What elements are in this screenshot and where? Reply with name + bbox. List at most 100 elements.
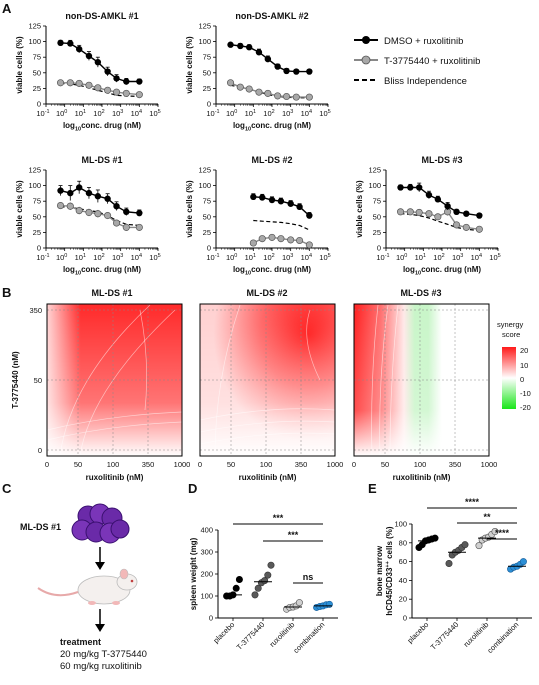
x-tick-label: 102 [433,253,444,262]
y-tick-label: 125 [198,22,211,31]
heatmap-3-title: ML-DS #3 [400,288,441,298]
y-tick-label: 125 [28,166,41,175]
heatmap-1-frame [46,303,183,457]
point-t37 [56,202,65,210]
legend-dmso-label: DMSO + ruxolitinib [384,36,463,47]
x-tick-label: 105 [149,253,160,262]
point-dmso [264,55,272,63]
x-axis-label-suffix: conc. drug (nM) [251,121,311,130]
x-axis-label-sub: 10 [415,271,421,277]
chart-title: ML-DS #2 [251,155,292,165]
bone-marrow-plot: 0 20 40 60 80 100 bone marrow hCD45/CD33++ cell… [375,497,532,655]
colorbar-tick-0: 0 [520,375,524,384]
y-tick-label: 100 [28,181,41,190]
x-tick-base: 10 [75,109,83,118]
x-tick-base: 10 [226,109,234,118]
y-tick-label: 300 [200,548,213,557]
heatmap-2-title: ML-DS #2 [246,288,287,298]
arrow-2-head [95,624,105,632]
x-axis-label: log10conc. drug (nM) [63,265,141,277]
data-point [431,534,439,542]
heatmap-x-tick: 0 [198,460,202,469]
x-axis-label-prefix: log [233,265,245,274]
point-dmso [123,208,130,216]
heatmap-x-tick: 1000 [327,460,344,469]
point-dmso [94,193,102,200]
x-tick-label: 101 [245,109,256,118]
x-tick-base: 10 [131,253,139,262]
point-dmso [75,184,83,191]
x-tick-label: 103 [282,253,293,262]
y-axis-label-line-2: hCD45/CD33++ cells (%) [385,526,394,615]
heatmap-2: ML-DS #2 [199,288,336,457]
x-tick-base: 10 [452,253,460,262]
x-tick-base: 10 [226,253,234,262]
x-tick-base: 10 [56,253,64,262]
point-t37 [56,79,65,87]
point-t37 [434,213,442,221]
x-category-label: T-3775440 [429,620,461,652]
y-axis-label-line-1: bone marrow [375,545,384,596]
data-point [491,528,499,536]
heatmap-y-tick: 50 [34,376,42,385]
heatmap-3: ML-DS #3 [353,288,490,457]
x-tick-label: 101 [75,253,86,262]
x-tick-label: 100 [56,109,67,118]
point-dmso [250,193,257,201]
y-tick-label: 100 [198,181,211,190]
point-dmso [259,194,266,201]
x-tick-base: 10 [282,253,290,262]
point-t37 [425,210,433,218]
x-tick-base: 10 [112,253,120,262]
x-category-label: placebo [211,620,236,645]
y-tick-label: 25 [373,228,381,237]
point-dmso [434,196,442,203]
x-tick-base: 10 [396,253,404,262]
x-tick-exp: 4 [309,109,312,115]
x-tick-label: 105 [319,109,330,118]
x-tick-exp: 0 [404,253,407,259]
point-dmso [245,44,253,51]
x-tick-base: 10 [415,253,423,262]
x-tick-label: 102 [263,253,274,262]
y-tick-label: 100 [368,181,381,190]
mouse-illustration [37,568,138,605]
heatmap-y-label: T-3775440 (nM) [11,351,20,409]
point-t37 [104,86,112,94]
y-tick-label: 50 [33,68,41,77]
data-point [475,542,483,550]
point-dmso [407,184,414,191]
cells-label: ML-DS #1 [20,522,61,532]
heatmap-x-label: ruxolitinib (nM) [239,473,297,482]
x-tick-exp: 2 [272,253,275,259]
heatmap-y-tick: 350 [29,306,42,315]
x-tick-exp: -1 [215,109,220,115]
data-point [267,561,275,569]
y-tick-label: 80 [399,538,407,547]
panel-label-a: A [2,1,12,16]
y-tick-label: 75 [33,197,41,206]
x-tick-label: 102 [263,109,274,118]
point-dmso [425,191,433,199]
x-tick-label: 104 [131,109,142,118]
point-t37 [245,85,253,93]
point-t37 [292,93,300,101]
data-point [254,584,262,592]
x-category-label: ruxolitinib [462,620,491,649]
treatment-title: treatment [60,637,101,647]
y-tick-label: 75 [203,53,211,62]
x-tick-base: 10 [301,109,309,118]
x-tick-label: 103 [452,253,463,262]
point-dmso [104,68,111,75]
x-tick-label: 102 [93,109,104,118]
point-t37 [75,79,83,87]
y-tick-label: 0 [37,244,41,253]
x-tick-base: 10 [433,253,441,262]
point-dmso [476,212,483,219]
point-dmso [136,209,143,217]
y-tick-label: 100 [198,37,211,46]
y-tick-label: 0 [377,244,381,253]
x-axis-label-suffix: conc. drug (nM) [421,265,481,274]
